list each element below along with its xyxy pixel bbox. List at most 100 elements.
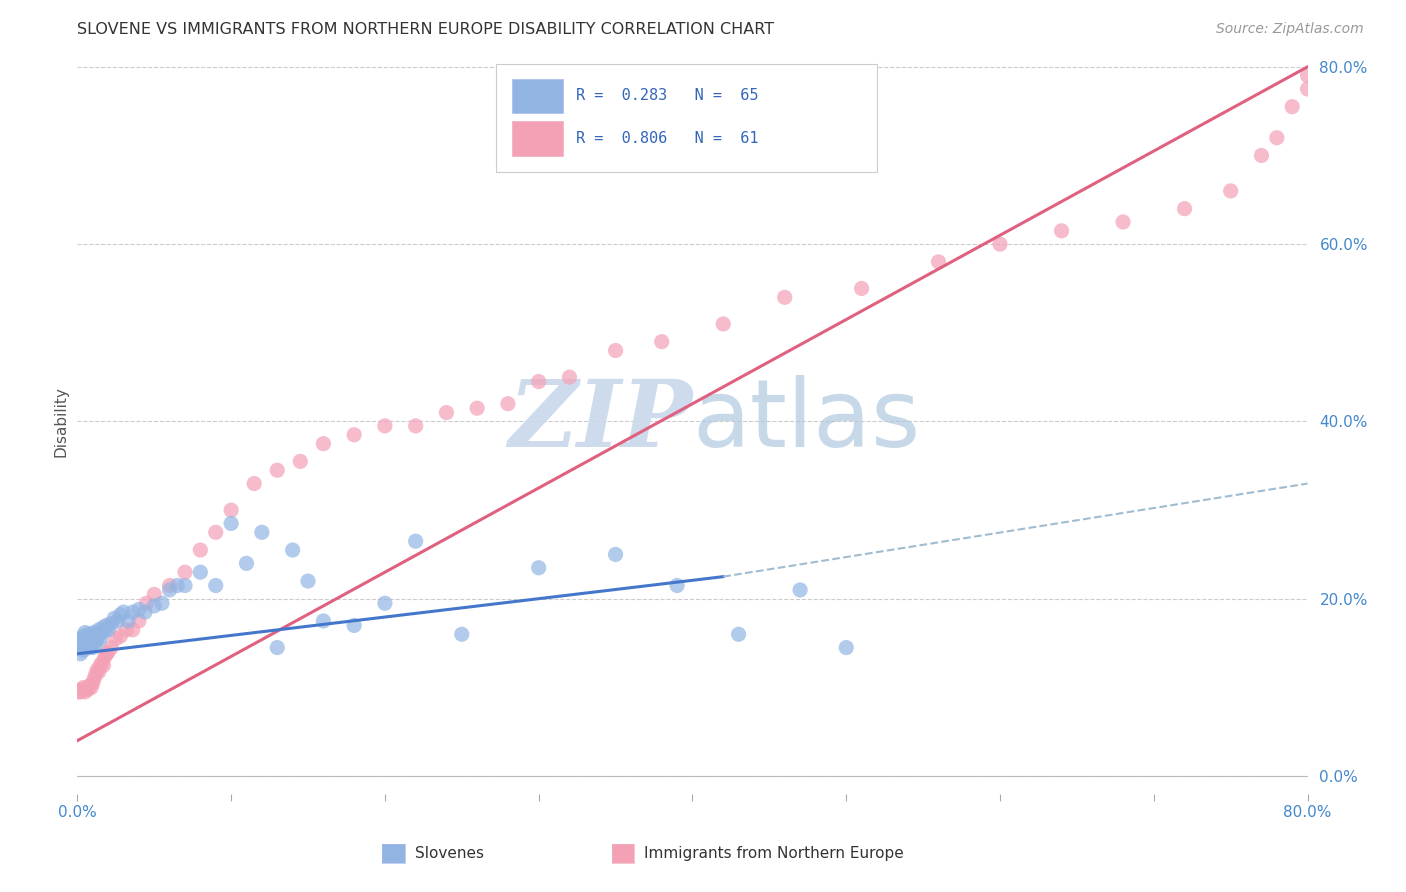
Point [450,627,472,641]
Point [1296,69,1319,83]
Point [219,516,242,531]
Point [96,647,118,661]
Point [711,317,734,331]
Point [117,614,139,628]
Point [143,599,166,613]
Y-axis label: Disability: Disability [53,386,69,457]
Point [219,503,242,517]
Point [79,679,101,693]
FancyBboxPatch shape [512,121,564,155]
Point [90,625,114,640]
Point [73,685,96,699]
Point [188,565,212,579]
Point [76,632,98,646]
Point [96,618,118,632]
Point [69,685,91,699]
Point [110,629,132,643]
Point [988,237,1011,252]
Point [70,682,93,697]
Point [436,406,458,420]
Point [465,401,488,416]
Point [87,627,110,641]
Point [1281,100,1303,114]
Point [86,663,108,677]
Point [204,525,226,540]
Point [84,667,107,681]
Point [83,634,105,648]
Point [1265,130,1288,145]
Point [110,607,132,622]
Point [290,454,312,468]
Point [1174,202,1197,216]
Point [1250,148,1272,162]
FancyBboxPatch shape [496,64,877,172]
Point [84,638,107,652]
Point [93,658,115,673]
FancyBboxPatch shape [512,78,564,113]
Point [558,370,581,384]
Point [789,582,811,597]
Point [1219,184,1241,198]
Point [94,649,117,664]
Text: Immigrants from Northern Europe: Immigrants from Northern Europe [644,847,904,861]
Point [72,629,94,643]
Point [527,561,550,575]
Point [72,681,94,695]
Point [94,623,117,637]
Point [67,638,90,652]
Point [115,623,138,637]
Point [67,685,90,699]
Point [135,596,157,610]
Point [97,645,120,659]
Point [82,640,104,655]
Point [727,627,749,641]
Point [312,436,335,450]
Point [77,636,100,650]
Point [77,627,100,641]
Text: atlas: atlas [693,376,921,467]
Point [1112,215,1135,229]
Point [100,640,122,655]
Text: Slovenes: Slovenes [415,847,484,861]
Point [89,632,111,646]
Point [112,605,135,619]
Point [87,623,110,637]
Text: ZIP: ZIP [508,376,693,467]
Point [134,605,156,619]
Point [235,557,257,571]
Point [87,665,110,679]
Point [97,623,120,637]
Point [281,543,304,558]
Point [204,578,226,592]
Point [312,614,335,628]
Point [89,658,111,673]
Point [343,427,366,442]
Point [1296,82,1319,96]
Point [143,587,166,601]
Point [605,548,627,562]
Point [343,618,366,632]
Point [80,629,103,643]
Point [250,525,273,540]
Point [835,640,858,655]
Point [405,534,427,549]
Point [69,634,91,648]
Point [84,629,107,643]
Point [73,640,96,655]
Point [128,614,150,628]
Point [73,625,96,640]
Point [77,682,100,697]
Point [188,543,212,558]
Text: R =  0.806   N =  61: R = 0.806 N = 61 [575,131,758,146]
Point [79,640,101,655]
Point [527,375,550,389]
Point [266,640,288,655]
Point [150,596,173,610]
Point [90,656,114,670]
Point [82,676,104,690]
Point [83,672,105,686]
Point [374,418,396,433]
Point [374,596,396,610]
Point [773,290,796,304]
Point [605,343,627,358]
